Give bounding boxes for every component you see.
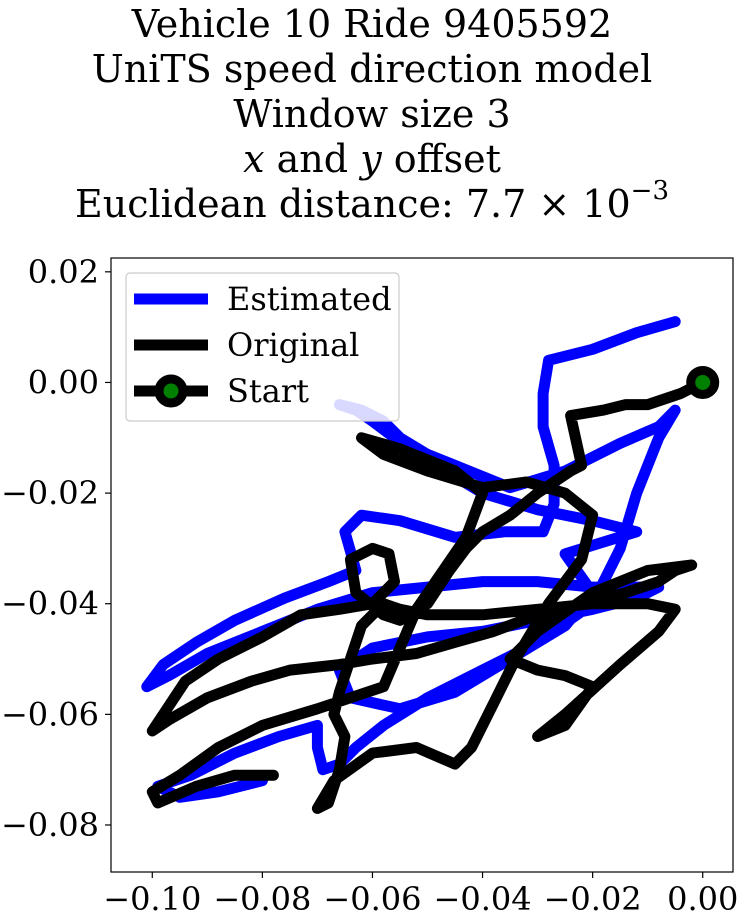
title-line-5: Euclidean distance: 7.7 × 10−3 — [0, 178, 744, 227]
title-and: and — [264, 137, 361, 181]
title-line-2: UniTS speed direction model — [91, 47, 653, 91]
y-tick-label: 0.02 — [28, 253, 99, 291]
distance-exponent: −3 — [630, 176, 669, 206]
x-tick-label: −0.02 — [544, 880, 642, 918]
axes-layer: −0.10 −0.08 −0.06 −0.04 −0.02 0.000.020.00−0.… — [1, 253, 738, 918]
legend-label-estimated: Estimated — [227, 280, 392, 318]
title-line-4: x and y offset — [0, 137, 744, 182]
x-tick-label: 0.00 — [667, 880, 738, 918]
title-x-symbol: x — [243, 137, 265, 181]
distance-label: Euclidean distance: — [75, 182, 466, 226]
distance-mantissa: 7.7 — [465, 182, 527, 226]
x-tick-label: −0.04 — [434, 880, 532, 918]
title-y-symbol: y — [360, 137, 382, 181]
legend-label-start: Start — [227, 372, 309, 410]
chart-title: Vehicle 10 Ride 9405592 UniTS speed dire… — [0, 2, 744, 227]
series-line-estimated — [141, 316, 681, 803]
series-line-original — [146, 377, 709, 814]
y-tick-label: −0.02 — [1, 474, 99, 512]
y-tick-label: −0.04 — [1, 585, 99, 623]
legend-label-original: Original — [227, 326, 359, 364]
start-marker — [686, 365, 720, 399]
distance-times: × 10 — [526, 182, 631, 226]
title-line-1: Vehicle 10 Ride 9405592 — [131, 2, 613, 46]
y-tick-label: 0.00 — [28, 363, 99, 401]
x-tick-label: −0.10 — [103, 880, 201, 918]
title-offset-word: offset — [381, 137, 501, 181]
y-tick-label: −0.08 — [1, 806, 99, 844]
x-tick-label: −0.06 — [323, 880, 421, 918]
legend-box — [125, 272, 400, 422]
plot-frame — [110, 257, 734, 873]
legend: Estimated Original Start — [125, 272, 400, 422]
x-tick-label: −0.08 — [213, 880, 311, 918]
series-layer — [141, 316, 720, 814]
legend-start-marker — [154, 374, 188, 408]
y-tick-label: −0.06 — [1, 695, 99, 733]
title-line-3: Window size 3 — [233, 92, 511, 136]
